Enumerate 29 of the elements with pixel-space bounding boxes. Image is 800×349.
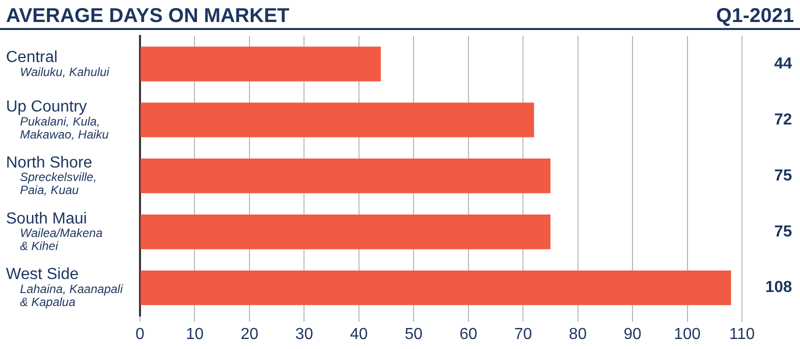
y-tick-label: North Shore Spreckelsville, Paia, Kuau [6, 154, 97, 198]
data-label: 108 [765, 279, 792, 296]
data-label: 75 [774, 167, 792, 184]
bar [140, 102, 534, 138]
x-tick-label: 70 [514, 326, 532, 343]
x-tick-label: 10 [186, 326, 204, 343]
bar [140, 214, 550, 250]
y-tick-label: South Maui Wailea/Makena & Kihei [6, 210, 103, 254]
x-tick-label: 60 [459, 326, 478, 343]
x-tick-label: 110 [729, 326, 755, 343]
data-label: 75 [774, 223, 792, 240]
x-tick-label: 100 [674, 326, 701, 343]
data-label: 44 [774, 55, 792, 72]
y-tick-label: Central Wailuku, Kahului [6, 48, 110, 79]
x-tick-label: 50 [404, 326, 423, 343]
y-tick-label: Up Country Pukalani, Kula, Makawao, Haiku [6, 98, 110, 142]
bar [140, 270, 732, 306]
bar [140, 158, 550, 194]
x-tick-label: 40 [350, 326, 368, 343]
bar [140, 46, 381, 82]
chart-subtitle: Q1-2021 [716, 5, 794, 28]
x-tick-label: 90 [624, 326, 642, 343]
y-tick-label: West Side Lahaina, Kaanapali & Kapalua [6, 266, 124, 310]
x-tick-label: 80 [568, 326, 587, 343]
x-tick-label: 0 [136, 326, 145, 343]
data-label: 72 [774, 111, 792, 128]
x-tick-label: 20 [240, 326, 258, 343]
chart-title: AVERAGE DAYS ON MARKET [6, 5, 290, 28]
x-tick-label: 30 [295, 326, 314, 343]
